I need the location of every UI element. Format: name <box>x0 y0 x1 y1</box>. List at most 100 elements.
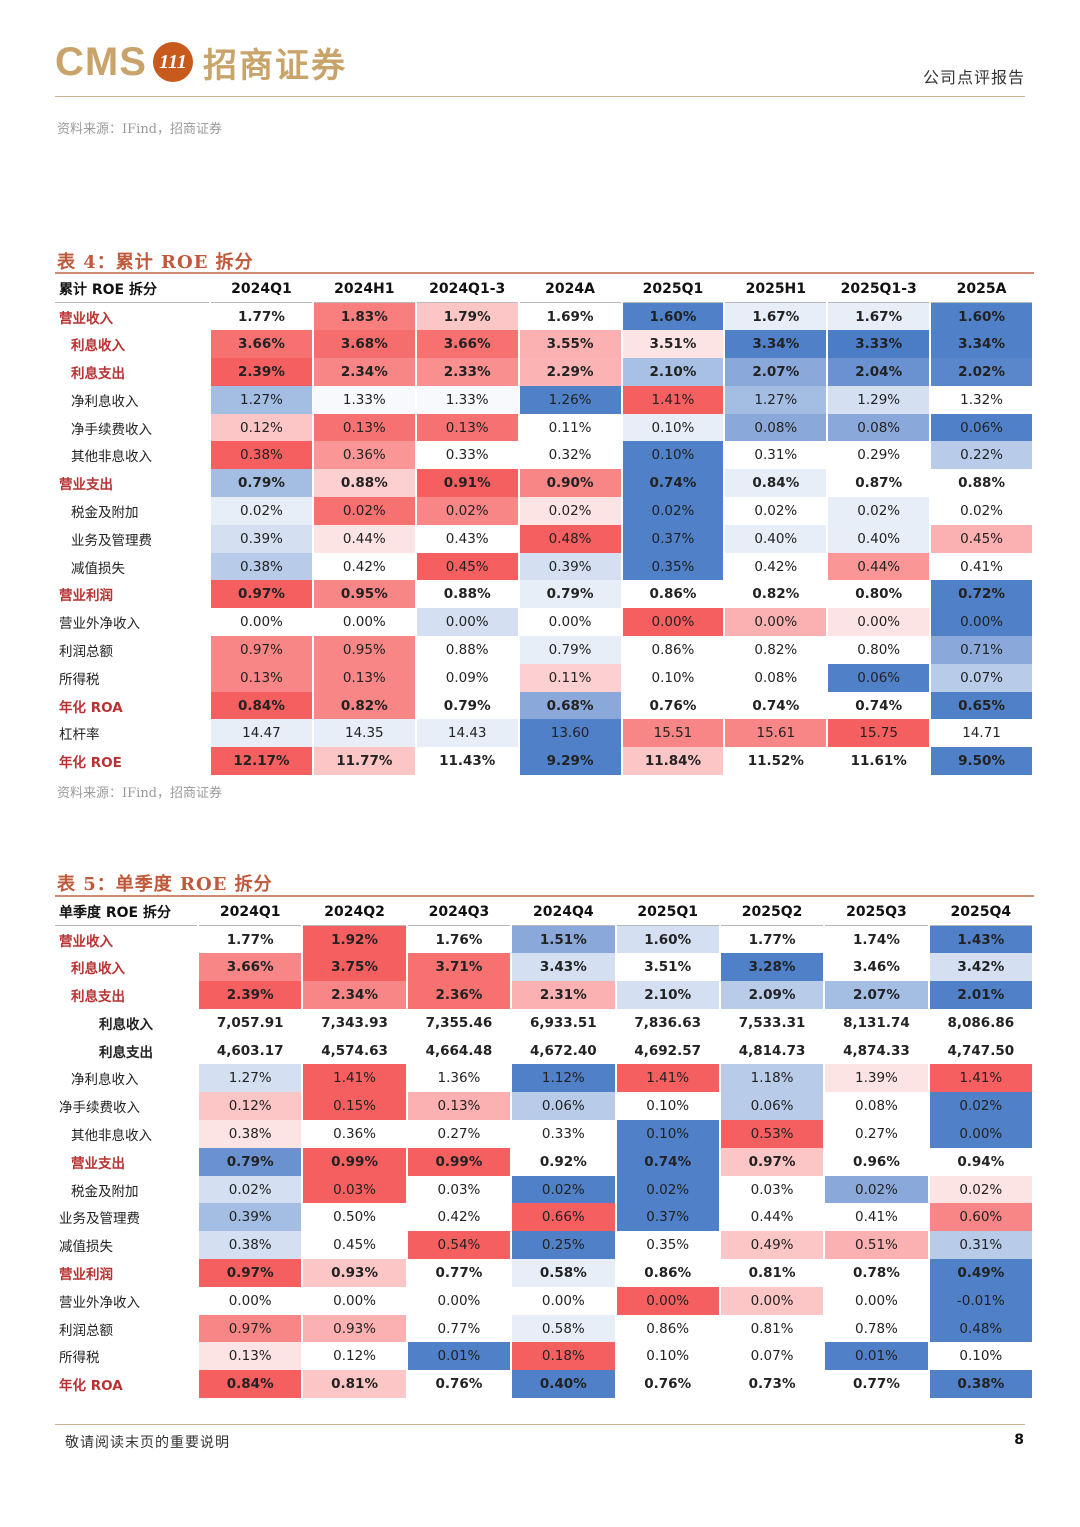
table-cell: 2.29% <box>518 358 623 386</box>
table-cell: 0.53% <box>719 1120 826 1148</box>
row-label: 业务及管理费 <box>55 1203 199 1232</box>
table-cell: 4,874.33 <box>824 1036 930 1065</box>
table4-cumulative-roe: 累计 ROE 拆分 2024Q1 2024H1 2024Q1-3 2024A 2025Q1… <box>55 276 1034 776</box>
table-cell: 0.42% <box>724 552 829 581</box>
row-label: 减值损失 <box>55 552 211 581</box>
table-cell: 0.02% <box>415 497 520 525</box>
table-cell: 12.17% <box>210 747 314 776</box>
table-cell: 0.42% <box>312 552 417 581</box>
table-cell: 0.49% <box>928 1259 1035 1287</box>
table5-title: 表 5：单季度 ROE 拆分 <box>57 874 273 895</box>
table5-col-header: 2025Q2 <box>719 899 825 926</box>
table-cell: 1.39% <box>824 1064 930 1093</box>
table-cell: 0.10% <box>621 663 726 692</box>
table-row: 利息支出 2.39% 2.34% 2.36% 2.31% 2.10% 2.09% 2.07% 2… <box>55 981 1035 1009</box>
table-cell: 0.44% <box>312 524 417 553</box>
table-cell: 0.50% <box>302 1203 408 1232</box>
table-cell: 0.27% <box>406 1120 513 1148</box>
table-cell: 0.88% <box>930 469 1034 498</box>
table-cell: 0.02% <box>210 497 314 525</box>
table-cell: 2.31% <box>511 981 617 1009</box>
table-cell: 0.38% <box>928 1370 1035 1399</box>
row-label: 利息支出 <box>55 1036 199 1065</box>
table-cell: 0.06% <box>930 413 1034 442</box>
table-cell: 14.43 <box>415 719 520 748</box>
table-row: 利息收入 3.66% 3.68% 3.66% 3.55% 3.51% 3.34% 3.33% 3… <box>55 330 1034 359</box>
table4-col-header: 2024Q1 <box>210 276 313 303</box>
table-cell: 11.43% <box>415 747 520 776</box>
row-label: 净手续费收入 <box>55 413 211 442</box>
table-cell: 0.06% <box>511 1092 617 1121</box>
table-cell: 0.74% <box>621 469 726 498</box>
table4-col-header: 2024A <box>518 276 622 303</box>
table-row: 营业外净收入 0.00% 0.00% 0.00% 0.00% 0.00% 0.00% 0.00… <box>55 1286 1035 1315</box>
table-cell: 1.51% <box>511 925 617 954</box>
table-cell: 0.10% <box>621 441 726 470</box>
table-row: 其他非息收入 0.38% 0.36% 0.33% 0.32% 0.10% 0.31% 0.29… <box>55 441 1034 470</box>
table-cell: 1.41% <box>621 385 726 414</box>
table5-col-header: 2024Q1 <box>198 899 303 926</box>
table-cell: 0.03% <box>406 1175 513 1204</box>
row-label: 所得税 <box>55 1342 199 1371</box>
table4-col-header: 2024H1 <box>312 276 416 303</box>
table-cell: 0.00% <box>406 1286 513 1315</box>
table-row: 利息收入 7,057.91 7,343.93 7,355.46 6,933.51 7,83… <box>55 1008 1035 1037</box>
table-cell: 2.09% <box>719 981 826 1009</box>
table-cell: 3.71% <box>406 953 513 982</box>
table-cell: 2.07% <box>824 981 930 1009</box>
table-cell: 1.60% <box>615 925 721 954</box>
table-cell: 11.84% <box>621 747 726 776</box>
row-label: 所得税 <box>55 663 211 692</box>
table-cell: 1.60% <box>930 302 1034 331</box>
table-cell: 0.40% <box>827 524 932 553</box>
table-cell: 0.13% <box>312 413 417 442</box>
table-cell: 0.41% <box>930 552 1034 581</box>
table-cell: 0.13% <box>198 1342 304 1371</box>
table-cell: 0.39% <box>198 1203 304 1232</box>
table4-header-row: 累计 ROE 拆分 2024Q1 2024H1 2024Q1-3 2024A 2025Q1… <box>55 276 1033 303</box>
table-cell: 0.79% <box>518 580 623 609</box>
table-cell: 15.75 <box>827 719 932 748</box>
table-cell: 2.10% <box>621 358 726 386</box>
table-cell: 0.45% <box>930 524 1034 553</box>
table-cell: 0.02% <box>518 497 623 525</box>
source-note-mid: 资料来源：IFind，招商证券 <box>57 786 223 801</box>
table-cell: 4,603.17 <box>198 1036 304 1065</box>
row-label: 营业外净收入 <box>55 608 211 637</box>
row-label: 利息收入 <box>55 1008 199 1037</box>
row-label: 营业利润 <box>55 580 211 609</box>
table-cell: 0.88% <box>415 636 520 664</box>
table-cell: 9.29% <box>518 747 623 776</box>
table-cell: 6,933.51 <box>511 1008 617 1037</box>
table-cell: 0.73% <box>719 1370 826 1399</box>
table-cell: 0.37% <box>621 524 726 553</box>
table-row: 所得税 0.13% 0.12% 0.01% 0.18% 0.10% 0.07% 0.01% 0.… <box>55 1342 1035 1371</box>
table-row: 营业支出 0.79% 0.99% 0.99% 0.92% 0.74% 0.97% 0.96% 0… <box>55 1147 1035 1176</box>
table-cell: 0.13% <box>210 663 314 692</box>
footer-divider <box>55 1424 1025 1425</box>
row-label: 利息收入 <box>55 953 199 982</box>
table-cell: 0.51% <box>824 1231 930 1260</box>
logo-company-name: 招商证券 <box>203 46 347 86</box>
table-cell: 0.02% <box>621 497 726 525</box>
table-cell: 1.60% <box>621 302 726 331</box>
table-cell: 3.51% <box>621 330 726 359</box>
table-cell: 0.86% <box>621 636 726 664</box>
table-cell: 2.33% <box>415 358 520 386</box>
table-cell: 0.80% <box>827 580 932 609</box>
table-cell: 0.92% <box>511 1147 617 1176</box>
table-cell: 0.10% <box>621 413 726 442</box>
table-cell: 0.08% <box>824 1092 930 1121</box>
table-cell: 0.35% <box>621 552 726 581</box>
table-row: 杠杆率 14.47 14.35 14.43 13.60 15.51 15.61 15.75 14… <box>55 719 1034 748</box>
table-cell: 0.02% <box>930 497 1034 525</box>
table-cell: 4,814.73 <box>719 1036 826 1065</box>
table-cell: 0.31% <box>928 1231 1035 1260</box>
table-cell: 0.66% <box>511 1203 617 1232</box>
table-cell: 0.88% <box>415 580 520 609</box>
table-cell: 0.81% <box>719 1314 826 1343</box>
table4-col-header: 2025Q1 <box>621 276 725 303</box>
table-cell: 0.79% <box>210 469 314 498</box>
table-cell: 2.02% <box>930 358 1034 386</box>
table-cell: 0.02% <box>615 1175 721 1204</box>
